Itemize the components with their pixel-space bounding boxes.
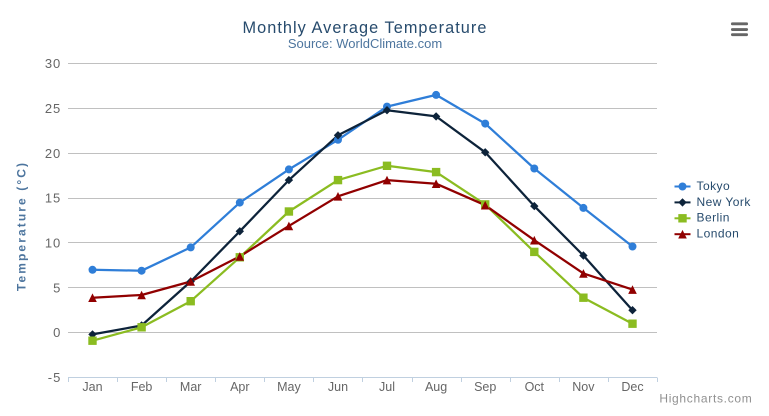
svg-text:May: May: [277, 380, 301, 394]
svg-text:25: 25: [45, 101, 61, 116]
svg-text:Temperature (°C): Temperature (°C): [14, 161, 28, 291]
svg-text:Mar: Mar: [180, 380, 202, 394]
svg-text:5: 5: [53, 280, 61, 295]
svg-text:New York: New York: [697, 195, 752, 209]
svg-text:Dec: Dec: [621, 380, 643, 394]
svg-text:Highcharts.com: Highcharts.com: [659, 392, 752, 406]
svg-text:0: 0: [53, 325, 61, 340]
svg-text:London: London: [697, 227, 740, 241]
svg-text:Feb: Feb: [131, 380, 153, 394]
svg-text:Sep: Sep: [474, 380, 496, 394]
svg-text:Apr: Apr: [230, 380, 249, 394]
svg-text:Jun: Jun: [328, 380, 348, 394]
svg-text:Jan: Jan: [82, 380, 102, 394]
svg-text:Tokyo: Tokyo: [697, 179, 731, 193]
svg-text:Source: WorldClimate.com: Source: WorldClimate.com: [288, 36, 442, 51]
svg-text:Jul: Jul: [379, 380, 395, 394]
svg-text:20: 20: [45, 146, 61, 161]
svg-text:10: 10: [45, 236, 61, 251]
svg-text:Nov: Nov: [572, 380, 595, 394]
svg-text:Oct: Oct: [525, 380, 545, 394]
svg-text:Monthly Average Temperature: Monthly Average Temperature: [243, 19, 488, 37]
svg-text:Aug: Aug: [425, 380, 447, 394]
svg-text:30: 30: [45, 56, 61, 71]
svg-text:-5: -5: [48, 370, 62, 385]
svg-text:15: 15: [45, 191, 61, 206]
svg-text:Berlin: Berlin: [697, 211, 730, 225]
